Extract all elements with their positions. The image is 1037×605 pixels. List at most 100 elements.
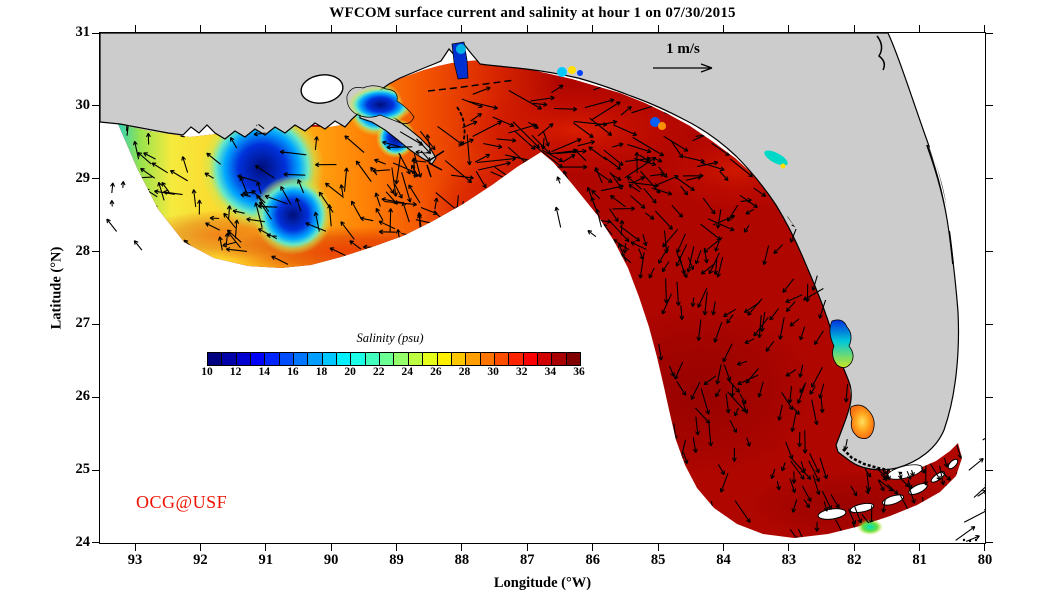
x-tick-mark-top [199,25,201,32]
colorbar-segment [264,353,279,365]
x-tick-mark-top [396,25,398,32]
colorbar-tick-label: 32 [516,366,528,378]
scale-arrow-label: 1 m/s [666,41,700,57]
boundary-current-vectors [106,146,985,543]
y-tick-mark [92,396,99,398]
colorbar-tick-label: 10 [201,366,213,378]
y-tick-label: 30 [75,96,91,113]
colorbar-segment [393,353,408,365]
x-tick-label: 90 [323,552,339,568]
x-axis-label: Longitude (°W) [493,575,592,591]
colorbar-segment [536,353,552,365]
y-tick-mark [92,542,99,544]
colorbar-tick-label: 34 [544,366,557,378]
y-tick-label: 24 [75,533,91,550]
colorbar-segment [551,353,566,365]
colorbar-segment [508,353,523,365]
x-tick-mark [134,544,136,551]
x-tick-mark [984,544,986,551]
x-tick-mark [853,544,855,551]
x-tick-mark-top [984,25,986,32]
delta-branches [426,150,445,178]
x-tick-mark [526,544,528,551]
whitewater-bay [857,519,883,535]
colorbar-tick-label: 20 [344,366,356,378]
indian-river-lagoon [926,144,954,265]
plot-area [99,32,986,544]
pensacola-bay-speck [557,67,567,77]
y-tick-label: 28 [75,242,91,259]
colorbar-segment [422,353,437,365]
mobile-bay-head [456,44,466,54]
x-tick-mark-top [330,25,332,32]
colorbar-segment [350,353,365,365]
x-tick-label: 81 [912,552,927,568]
colorbar-tick-label: 14 [258,366,270,378]
x-tick-label: 87 [520,552,535,568]
x-tick-mark [199,544,201,551]
x-tick-mark [657,544,659,551]
colorbar-tick-label: 26 [430,366,442,378]
x-tick-mark-top [134,25,136,32]
y-tick-mark-right [986,178,993,180]
colorbar-segment [436,353,451,365]
x-tick-label: 83 [781,552,797,568]
y-tick-label: 25 [75,461,91,478]
colorbar-tick-label: 24 [401,366,414,378]
x-tick-mark-top [853,25,855,32]
colorbar-segment [250,353,265,365]
everglades-mangrove-fringe [842,448,894,473]
x-tick-mark-top [265,25,267,32]
y-tick-mark [92,469,99,471]
x-tick-mark-top [461,25,463,32]
y-tick-mark [92,32,99,34]
figure-title: WFCOM surface current and salinity at ho… [329,5,736,21]
x-tick-mark-top [592,25,594,32]
lake-pontchartrain [346,85,415,124]
y-tick-mark [92,251,99,253]
unmodeled-lake [300,74,344,104]
x-tick-mark [330,544,332,551]
colorbar-tick-label: 30 [487,366,499,378]
x-tick-label: 86 [585,552,600,568]
watermark-ocg-usf: OCG@USF [136,492,228,512]
y-tick-label: 26 [75,388,91,405]
y-tick-mark-right [986,32,993,34]
colorbar-tick-label: 16 [287,366,299,378]
colorbar-segment [293,353,308,365]
y-tick-mark [92,105,99,107]
x-tick-mark-top [657,25,659,32]
colorbar-segment [479,353,494,365]
y-tick-mark-right [986,542,993,544]
choctawhatchee-speck [568,66,576,74]
x-tick-mark [722,544,724,551]
colorbar-segment [407,353,423,365]
st-andrew-bay-speck-2 [658,122,666,130]
mississippi-sound-barrier-islands [427,79,516,92]
terrebonne-plume [253,175,333,255]
x-tick-label: 82 [846,552,862,568]
colorbar-segment [364,353,380,365]
y-tick-mark [92,178,99,180]
map-canvas [100,33,985,543]
colorbar-segment [321,353,337,365]
colorbar-segment [278,353,294,365]
chandeleur-islands [456,106,466,148]
dark-maroon-south [740,470,960,538]
colorbar-segment [235,353,251,365]
x-tick-label: 80 [977,552,993,568]
y-tick-label: 31 [75,24,91,40]
x-tick-label: 91 [258,552,274,568]
x-tick-label: 85 [650,552,666,568]
indian-river-lagoon-water [929,146,951,232]
choctawhatchee-speck-2 [577,70,583,76]
colorbar-tick-label: 12 [229,366,242,378]
x-tick-mark [592,544,594,551]
colorbar-tick-label: 22 [372,366,385,378]
scale-arrow [653,63,713,73]
y-tick-mark [92,323,99,325]
x-tick-mark [265,544,267,551]
y-tick-mark-right [986,469,993,471]
y-tick-mark-right [986,323,993,325]
